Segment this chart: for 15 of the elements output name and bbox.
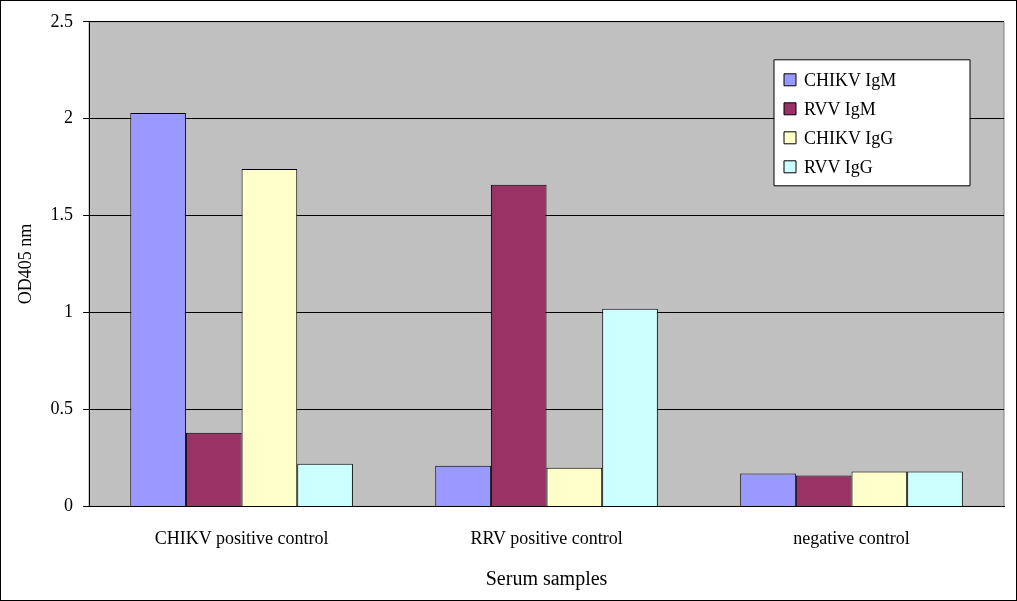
legend-label: CHIKV IgG: [804, 127, 894, 148]
x-tick-label: negative control: [793, 527, 910, 548]
y-tick-label: 0.5: [50, 398, 74, 419]
legend-label: RVV IgG: [804, 156, 873, 177]
legend-label: RVV IgM: [804, 98, 876, 119]
x-axis-title: Serum samples: [485, 567, 608, 591]
y-tick-label: 2: [64, 107, 74, 128]
y-axis-title: OD405 nm: [14, 223, 35, 305]
x-tick-label: CHIKV positive control: [154, 527, 329, 548]
y-tick-label: 2.5: [50, 10, 74, 31]
y-tick-label: 0: [64, 495, 74, 516]
y-tick-label: 1.5: [50, 204, 74, 225]
legend-label: CHIKV IgM: [804, 69, 897, 90]
x-tick-label: RRV positive control: [470, 527, 623, 548]
y-tick-label: 1: [64, 301, 74, 322]
